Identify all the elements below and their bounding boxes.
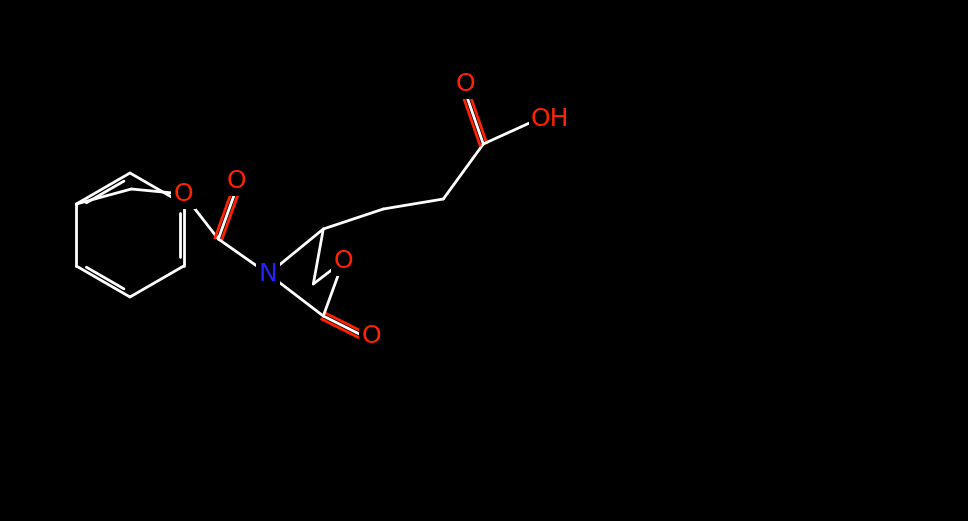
- Text: O: O: [456, 72, 475, 96]
- Text: O: O: [361, 324, 381, 348]
- Text: N: N: [258, 262, 278, 286]
- Text: O: O: [334, 249, 353, 273]
- Text: O: O: [173, 182, 194, 206]
- Text: O: O: [227, 169, 246, 193]
- Text: OH: OH: [531, 107, 569, 131]
